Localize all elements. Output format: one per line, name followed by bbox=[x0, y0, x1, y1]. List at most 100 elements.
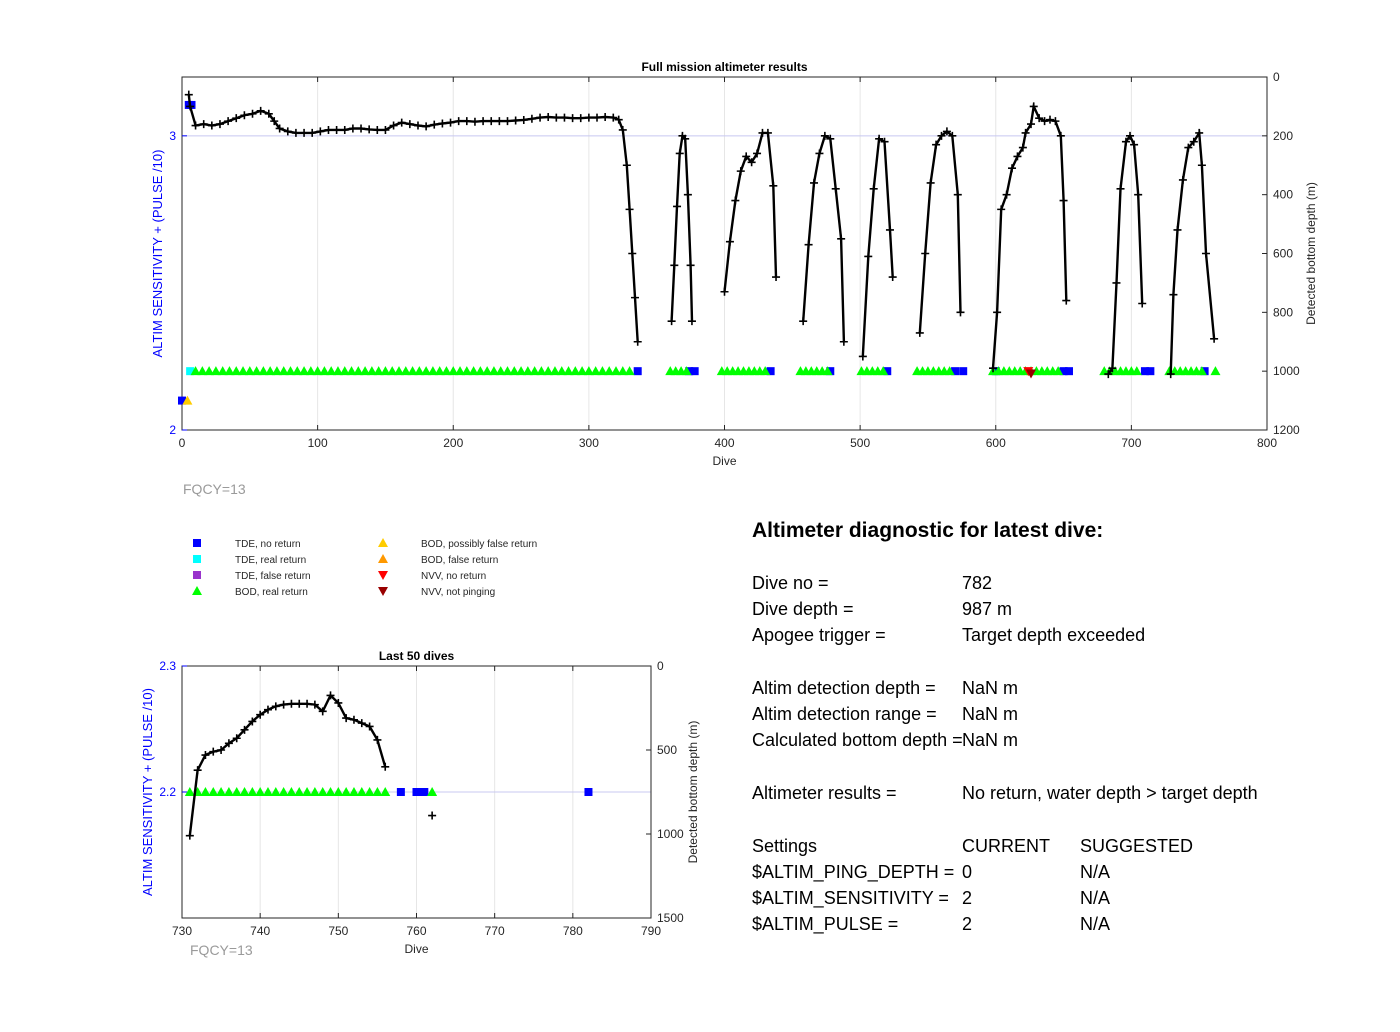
bottom-depth-point bbox=[536, 113, 545, 122]
marker-point bbox=[319, 366, 330, 376]
bottom-depth-point bbox=[915, 328, 924, 337]
bottom-depth-point bbox=[264, 109, 273, 118]
bottom-depth-point bbox=[283, 127, 292, 136]
bottom-depth-point bbox=[248, 717, 257, 726]
bottom-depth-point bbox=[1178, 175, 1187, 184]
bottom-depth-point bbox=[1184, 143, 1193, 152]
bottom-depth-point bbox=[725, 237, 734, 246]
bottom-depth-point bbox=[207, 121, 216, 130]
marker-point bbox=[522, 366, 533, 376]
marker-point bbox=[278, 366, 289, 376]
marker-point bbox=[482, 366, 493, 376]
y2-tick-label: 1000 bbox=[1273, 364, 1300, 378]
marker-point bbox=[294, 787, 305, 796]
marker-point bbox=[597, 366, 608, 376]
marker-point bbox=[577, 366, 588, 376]
bottom-depth-point bbox=[430, 120, 439, 129]
sensitivity-label: $ALTIM_SENSITIVITY = bbox=[752, 888, 949, 908]
x-tick-label: 0 bbox=[179, 436, 186, 450]
marker-point bbox=[366, 366, 377, 376]
marker-point bbox=[312, 366, 323, 376]
bottom-depth-point bbox=[1008, 164, 1017, 173]
y2-axis-label: Detected bottom depth (m) bbox=[1304, 182, 1318, 325]
marker-point bbox=[590, 366, 601, 376]
bottom-depth-point bbox=[885, 225, 894, 234]
x-tick-label: 740 bbox=[250, 924, 270, 938]
bottom-depth-point bbox=[772, 273, 781, 282]
legend-marker bbox=[193, 555, 201, 563]
bottom-depth-point bbox=[256, 106, 265, 115]
marker-point bbox=[944, 366, 955, 376]
marker-point bbox=[387, 366, 398, 376]
bottom-depth-point bbox=[201, 751, 210, 760]
marker-point bbox=[1131, 366, 1142, 376]
marker-point bbox=[317, 787, 328, 796]
marker-point bbox=[488, 366, 499, 376]
bottom-depth-point bbox=[454, 117, 463, 126]
settings-header-row: Settings CURRENT SUGGESTED bbox=[752, 836, 1372, 860]
bottom-depth-point bbox=[720, 287, 729, 296]
bottom-depth-point bbox=[349, 715, 358, 724]
marker-point bbox=[380, 366, 391, 376]
bottom-depth-point bbox=[1195, 128, 1204, 137]
bottom-depth-point bbox=[552, 113, 561, 122]
bottom-depth-point bbox=[926, 178, 935, 187]
bottom-depth-point bbox=[628, 249, 637, 258]
bottom-depth-point bbox=[332, 125, 341, 134]
bottom-depth-point bbox=[826, 134, 835, 143]
bottom-depth-point bbox=[1018, 143, 1027, 152]
bottom-depth-point bbox=[810, 178, 819, 187]
marker-point bbox=[326, 366, 337, 376]
marker-point bbox=[380, 787, 391, 796]
marker-point bbox=[407, 366, 418, 376]
altimeter-results-value: No return, water depth > target depth bbox=[962, 783, 1258, 803]
x-tick-label: 760 bbox=[406, 924, 426, 938]
altim-detection-depth-value: NaN m bbox=[962, 678, 1019, 698]
marker-point bbox=[216, 787, 227, 796]
marker-point bbox=[434, 366, 445, 376]
y-axis-label: ALTIM SENSITIVITY + (PULSE /10) bbox=[140, 688, 155, 896]
y-tick-label: 2 bbox=[169, 423, 176, 437]
dive-no-row: Dive no = 782 bbox=[752, 573, 1372, 597]
marker-point bbox=[339, 366, 350, 376]
bottom-depth-point bbox=[397, 118, 406, 127]
bottom-depth-point bbox=[279, 700, 288, 709]
marker-point bbox=[373, 366, 384, 376]
bottom-depth-point bbox=[687, 317, 696, 326]
marker-point bbox=[570, 366, 581, 376]
bottom-depth-point bbox=[576, 114, 585, 123]
bottom-depth-point bbox=[503, 117, 512, 126]
y2-tick-label: 400 bbox=[1273, 188, 1293, 202]
marker-point bbox=[299, 366, 310, 376]
marker-point bbox=[414, 366, 425, 376]
bottom-depth-point bbox=[1166, 370, 1175, 379]
bottom-depth-point bbox=[1126, 131, 1135, 140]
marker-point bbox=[1064, 367, 1073, 376]
bottom-depth-point bbox=[470, 117, 479, 126]
bottom-depth-point bbox=[1138, 299, 1147, 308]
marker-point bbox=[348, 787, 359, 796]
chart-title: Last 50 dives bbox=[379, 649, 455, 663]
bottom-depth-point bbox=[438, 119, 447, 128]
legend-label: BOD, real return bbox=[235, 587, 308, 598]
settings-label: Settings bbox=[752, 836, 818, 856]
legend-marker bbox=[378, 587, 388, 596]
bottom-depth-point bbox=[1104, 370, 1113, 379]
marker-point bbox=[251, 366, 262, 376]
bottom-depth-point bbox=[837, 234, 846, 243]
x-tick-label: 730 bbox=[172, 924, 192, 938]
marker-point bbox=[633, 367, 642, 376]
bottom-depth-point bbox=[560, 113, 569, 122]
altimeter-results-label: Altimeter results = bbox=[752, 783, 897, 803]
marker-point bbox=[302, 787, 313, 796]
bottom-depth-line bbox=[1169, 129, 1216, 375]
dive-depth-value: 987 m bbox=[962, 599, 1013, 619]
marker-point bbox=[346, 366, 357, 376]
bottom-depth-point bbox=[511, 116, 520, 125]
marker-point bbox=[584, 788, 593, 796]
marker-point bbox=[617, 366, 628, 376]
bottom-depth-point bbox=[365, 722, 374, 731]
bottom-depth-point bbox=[240, 725, 249, 734]
bottom-depth-point bbox=[186, 102, 195, 111]
bottom-depth-point bbox=[240, 111, 249, 120]
